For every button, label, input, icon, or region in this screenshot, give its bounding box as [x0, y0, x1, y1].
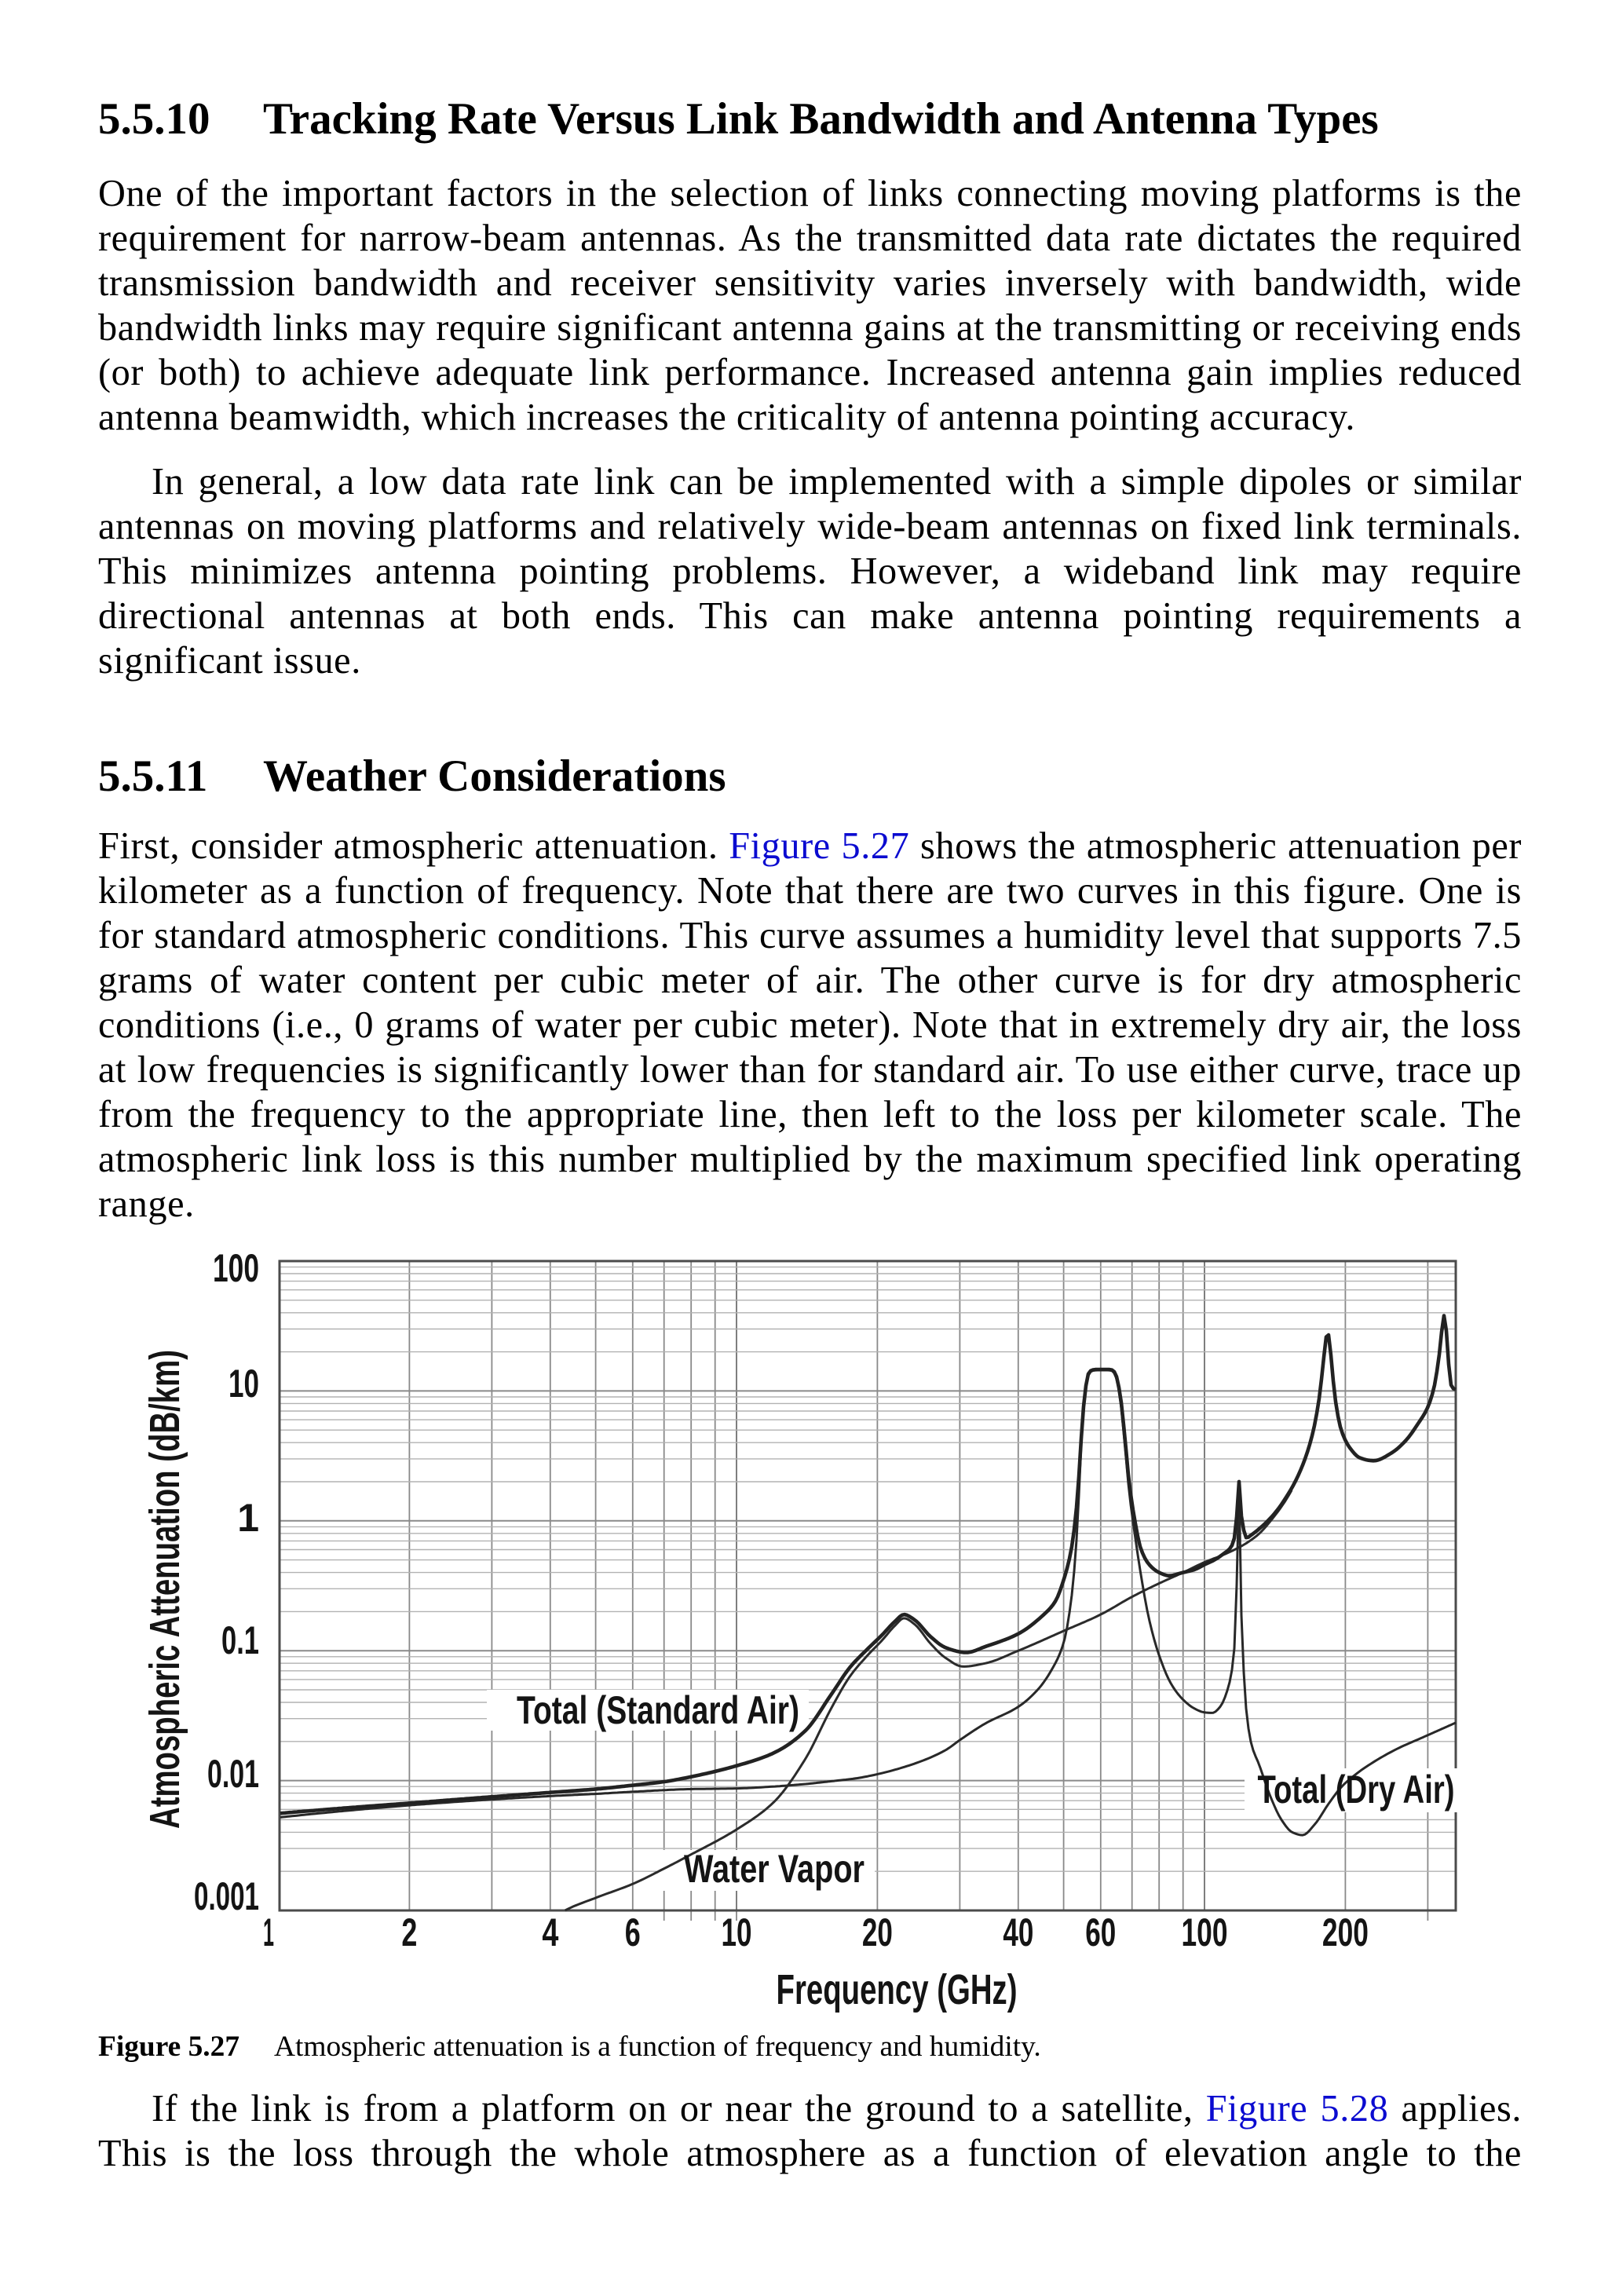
svg-text:Total (Dry Air): Total (Dry Air) [1258, 1768, 1455, 1812]
svg-text:1: 1 [263, 1910, 274, 1954]
svg-text:0.1: 0.1 [221, 1618, 259, 1662]
svg-text:4: 4 [542, 1910, 558, 1954]
svg-text:10: 10 [722, 1910, 752, 1954]
svg-text:Total (Standard Air): Total (Standard Air) [517, 1688, 799, 1732]
svg-text:Water Vapor: Water Vapor [684, 1847, 865, 1891]
svg-text:Frequency (GHz): Frequency (GHz) [777, 1966, 1018, 2013]
svg-text:10: 10 [228, 1362, 259, 1406]
svg-text:1: 1 [237, 1496, 259, 1540]
svg-text:Atmospheric Attenuation (dB/k: Atmospheric Attenuation (dB/km) [141, 1350, 188, 1829]
svg-text:2: 2 [401, 1910, 417, 1954]
svg-text:60: 60 [1085, 1910, 1116, 1954]
svg-text:20: 20 [862, 1910, 893, 1954]
svg-text:200: 200 [1322, 1910, 1369, 1954]
svg-text:0.001: 0.001 [194, 1874, 259, 1918]
svg-text:6: 6 [625, 1910, 641, 1954]
svg-text:100: 100 [213, 1246, 259, 1290]
svg-text:40: 40 [1003, 1910, 1033, 1954]
svg-text:100: 100 [1182, 1910, 1228, 1954]
svg-text:0.01: 0.01 [207, 1752, 259, 1796]
